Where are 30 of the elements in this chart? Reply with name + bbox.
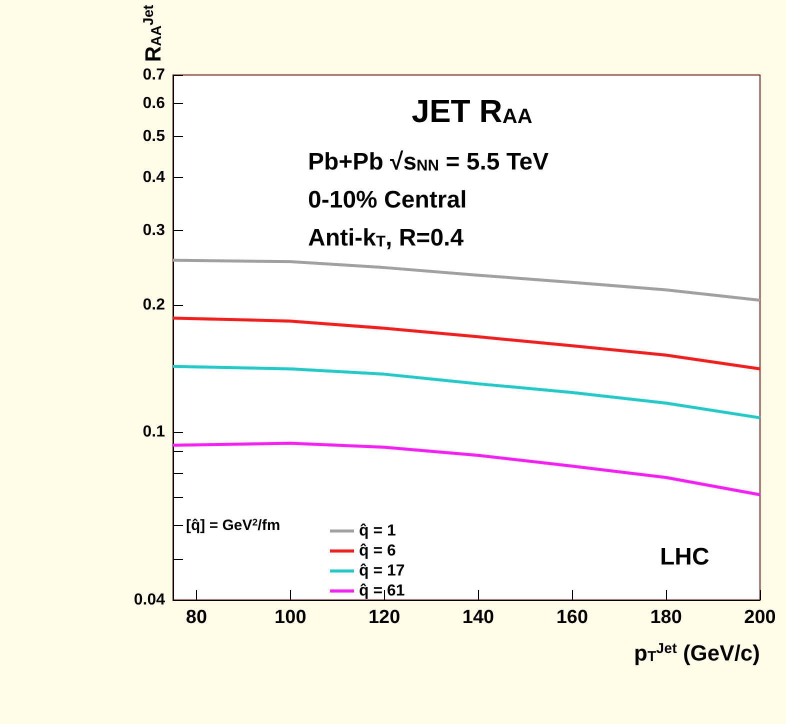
x-axis-title: pTJet (GeV/c)	[634, 640, 760, 666]
x-tick-label: 140	[462, 607, 494, 628]
line-series	[172, 258, 762, 302]
x-tick-label: 160	[556, 607, 588, 628]
legend-label: q̂ = 61	[359, 582, 405, 600]
x-tick-label: 180	[650, 607, 682, 628]
line-series	[172, 364, 762, 420]
y-axis-title: RAAJet	[140, 4, 166, 62]
x-tick-label: 80	[186, 607, 208, 628]
legend-label: q̂ = 1	[359, 522, 396, 540]
annotation: Anti-kT, R=0.4	[308, 224, 464, 252]
annotation: LHC	[660, 544, 710, 570]
x-tick-label: 200	[744, 607, 776, 628]
line-series	[172, 442, 762, 496]
y-tick-label: 0.04	[134, 592, 166, 608]
x-tick-label: 100	[274, 607, 306, 628]
y-tick-label: 0.4	[142, 169, 166, 186]
y-tick-label: 0.3	[142, 222, 166, 239]
y-tick-label: 0.5	[142, 128, 166, 146]
y-tick-label: 0.7	[142, 66, 166, 84]
y-tick-label: 0.6	[142, 94, 166, 112]
y-tick-label: 0.1	[142, 423, 166, 440]
line-series	[172, 316, 762, 370]
x-tick-label: 120	[368, 607, 400, 628]
y-tick-label: 0.2	[142, 296, 166, 314]
text: JET RAA	[412, 93, 532, 129]
annotation: 0-10% Central	[308, 186, 467, 214]
annotation: Pb+Pb √sNN = 5.5 TeV	[308, 148, 549, 176]
legend-label: q̂ = 17	[359, 562, 405, 580]
legend-label: q̂ = 6	[359, 542, 396, 560]
